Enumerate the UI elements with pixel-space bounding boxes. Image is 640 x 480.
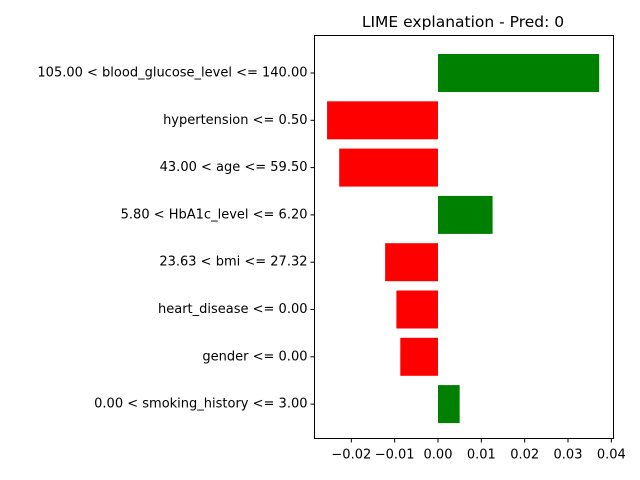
x-tick-label-3: 0.01 bbox=[467, 448, 496, 463]
bar-4 bbox=[385, 243, 438, 282]
chart-title: LIME explanation - Pred: 0 bbox=[362, 13, 564, 31]
y-axis: 105.00 < blood_glucose_level <= 140.00 hy… bbox=[37, 66, 315, 412]
category-label-4: 23.63 < bmi <= 27.32 bbox=[159, 255, 307, 270]
category-label-7: 0.00 < smoking_history <= 3.00 bbox=[94, 397, 307, 412]
x-tick-label-2: 0.00 bbox=[424, 448, 453, 463]
bar-6 bbox=[400, 337, 438, 376]
x-tick-label-4: 0.02 bbox=[510, 448, 539, 463]
category-label-2: 43.00 < age <= 59.50 bbox=[160, 160, 308, 175]
bar-3 bbox=[438, 195, 493, 234]
x-tick-label-0: −0.02 bbox=[331, 448, 371, 463]
bar-7 bbox=[438, 385, 460, 424]
category-label-6: gender <= 0.00 bbox=[202, 349, 307, 364]
category-label-5: heart_disease <= 0.00 bbox=[158, 302, 308, 317]
category-label-1: hypertension <= 0.50 bbox=[163, 113, 307, 128]
bar-0 bbox=[438, 54, 600, 92]
bar-2 bbox=[339, 148, 438, 187]
bars-group bbox=[327, 54, 600, 424]
plot-frame bbox=[314, 35, 614, 439]
category-label-3: 5.80 < HbA1c_level <= 6.20 bbox=[121, 207, 308, 222]
x-tick-label-5: 0.03 bbox=[554, 448, 583, 463]
category-label-0: 105.00 < blood_glucose_level <= 140.00 bbox=[37, 66, 307, 81]
bar-5 bbox=[396, 290, 438, 329]
x-tick-label-6: 0.04 bbox=[597, 448, 626, 463]
x-tick-label-1: −0.01 bbox=[375, 448, 415, 463]
bar-1 bbox=[327, 101, 438, 140]
x-axis: −0.02 −0.01 0.00 0.01 0.02 0.03 0.04 bbox=[331, 438, 626, 463]
